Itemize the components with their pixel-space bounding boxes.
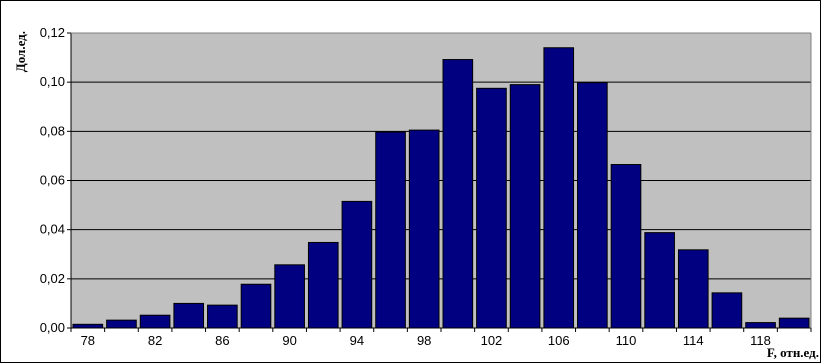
histogram-bar	[173, 302, 205, 329]
y-tick-label: 0,12	[40, 25, 65, 40]
histogram-bar	[408, 129, 440, 329]
histogram-bar	[610, 164, 642, 329]
x-tick-label: 90	[282, 333, 296, 348]
x-tick-label: 98	[417, 333, 431, 348]
y-tick-label: 0,00	[40, 320, 65, 335]
x-tick-label: 94	[350, 333, 364, 348]
x-tick-label: 78	[81, 333, 95, 348]
bars	[72, 47, 810, 329]
histogram-bar	[274, 264, 305, 329]
histogram-bar	[711, 292, 743, 329]
x-tick-label: 82	[148, 333, 162, 348]
histogram-bar	[307, 241, 339, 329]
histogram-bar	[745, 322, 776, 329]
histogram-bar	[509, 84, 541, 329]
y-tick-label: 0,08	[40, 123, 65, 138]
x-tick-label: 86	[215, 333, 229, 348]
y-axis-title: Дол.ед.	[13, 31, 28, 72]
histogram-bar	[778, 317, 810, 329]
histogram-bar	[476, 87, 507, 329]
histogram-bar	[72, 323, 104, 329]
histogram-bar	[577, 82, 608, 329]
x-tick-label: 114	[683, 333, 704, 348]
histogram-bar	[139, 314, 171, 329]
histogram-bar	[106, 319, 137, 329]
histogram-bar	[677, 249, 709, 329]
histogram-bar	[543, 47, 575, 329]
x-axis-title: F, отн.ед.	[767, 345, 819, 360]
x-tick-labels: 78 82 86 90 94 98 102 106 110 114 118	[81, 333, 771, 348]
x-tick-label: 106	[548, 333, 570, 348]
axes	[70, 32, 812, 332]
x-tick-label: 102	[481, 333, 503, 348]
y-tick-labels: 0,00 0,02 0,04 0,06 0,08 0,10 0,12	[40, 25, 65, 335]
y-tick-label: 0,04	[40, 222, 65, 237]
y-tick-label: 0,02	[40, 271, 65, 286]
y-tick-label: 0,06	[40, 173, 65, 188]
histogram-bar	[240, 283, 272, 329]
y-tick-label: 0,10	[40, 74, 65, 89]
histogram-bar	[644, 232, 675, 329]
x-tick-label: 110	[616, 333, 637, 348]
histogram-bar	[442, 59, 474, 329]
histogram-bar	[341, 200, 373, 329]
x-tick-label: 118	[750, 333, 771, 348]
histogram-bar	[207, 304, 238, 329]
histogram-bar	[375, 131, 406, 329]
